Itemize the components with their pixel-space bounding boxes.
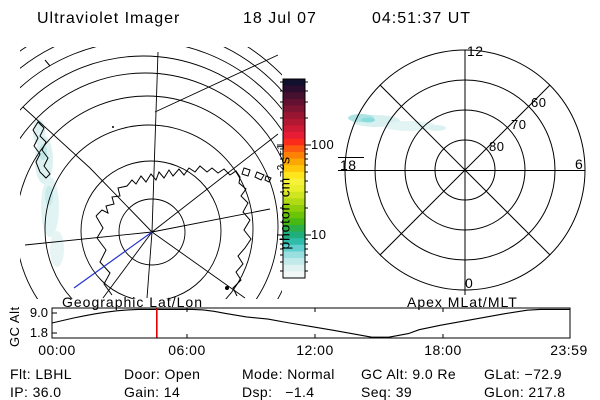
xtick-0600: 06:00	[168, 342, 206, 358]
right-plot-caption: Apex MLat/MLT	[407, 294, 518, 310]
ytick-1-8: 1.8	[29, 325, 48, 340]
xtick-1200: 12:00	[296, 342, 334, 358]
colorbar-tick-100: 100	[311, 137, 335, 152]
colorbar-unit-label: photon cm−2s−1	[262, 143, 293, 259]
auroral-emission-patches	[348, 114, 446, 131]
meridian-lines	[22, 51, 279, 299]
antarctica-coastline	[95, 126, 272, 297]
mlat-label-80: 80	[489, 139, 505, 154]
mlt-spokes	[338, 50, 585, 295]
ytick-9-0: 9.0	[29, 305, 48, 320]
unit-exponent: −2	[275, 164, 287, 178]
unit-text: photon cm	[276, 177, 293, 250]
xtick-2359: 23:59	[550, 342, 588, 358]
south-america-coastline	[32, 59, 51, 179]
strip-chart-ylabel: GC Alt	[7, 306, 22, 347]
status-mode: Mode: Normal	[242, 366, 335, 382]
strip-chart-frame	[51, 307, 571, 339]
mlt-label-0: 0	[465, 275, 474, 291]
status-glat: GLat: −72.9	[484, 366, 562, 382]
colorbar	[277, 78, 311, 279]
latitude-circles	[20, 47, 282, 299]
mlt-label-6: 6	[575, 156, 584, 172]
colorbar-tick-10: 10	[311, 227, 327, 242]
strip-chart-tickmarks	[52, 308, 444, 338]
image-time: 04:51:37 UT	[372, 10, 472, 27]
status-glon: GLon: 217.8	[484, 384, 566, 400]
xtick-1800: 18:00	[424, 342, 462, 358]
colorbar-bands	[283, 79, 305, 279]
xtick-0000: 00:00	[38, 342, 76, 358]
mlt-label-12: 12	[467, 43, 484, 59]
left-map-caption: Geographic Lat/Lon	[62, 294, 203, 310]
status-ip: IP: 36.0	[10, 384, 62, 400]
image-date: 18 Jul 07	[243, 10, 317, 27]
status-gain: Gain: 14	[124, 384, 181, 400]
status-gc-alt: GC Alt: 9.0 Re	[361, 366, 457, 382]
status-door: Door: Open	[124, 366, 201, 382]
status-dsp: Dsp: −1.4	[242, 384, 315, 400]
status-flt: Flt: LBHL	[10, 366, 72, 382]
gc-alt-curve	[51, 308, 571, 338]
colorbar-frame	[282, 78, 306, 279]
mlat-mlt-plot	[338, 49, 586, 295]
app-title: Ultraviolet Imager	[37, 10, 181, 27]
status-seq: Seq: 39	[361, 384, 413, 400]
unit-exponent: −1	[275, 143, 287, 157]
orbit-track-line	[73, 231, 153, 289]
unit-text: s	[276, 156, 293, 165]
mlat-label-70: 70	[511, 117, 527, 132]
mlt-label-18: 18	[340, 157, 357, 173]
mlat-label-60: 60	[531, 95, 547, 110]
geographic-map	[20, 47, 282, 299]
colorbar-ticks	[277, 81, 311, 272]
strip-chart	[51, 307, 571, 339]
